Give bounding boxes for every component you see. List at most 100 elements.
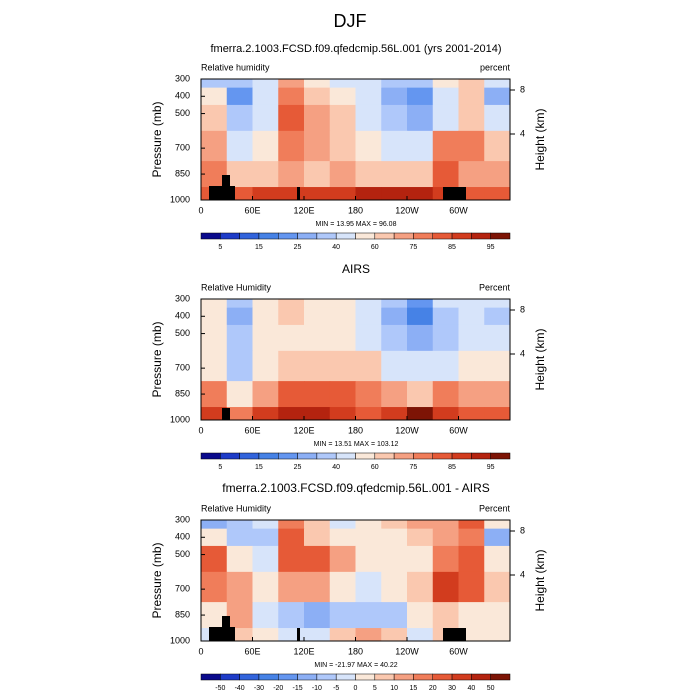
y-tick-label: 400 [175, 91, 190, 101]
field-cell [355, 381, 382, 408]
y-axis-label: Pressure (mb) [150, 321, 164, 397]
y-tick-label: 500 [175, 549, 190, 559]
colorbar-label: 40 [467, 685, 475, 692]
field-cell [201, 87, 228, 106]
field-cell [329, 381, 356, 408]
colorbar-label: -10 [312, 685, 322, 692]
field-cell [278, 187, 305, 201]
field-cell [432, 528, 459, 547]
colorbar-label: -50 [215, 685, 225, 692]
field-cell [252, 602, 279, 629]
field-cell [407, 571, 434, 603]
colorbar-box [335, 232, 356, 240]
colorbar-box [355, 452, 376, 460]
x-tick-label: 0 [198, 205, 203, 215]
colorbar-box [393, 452, 414, 460]
field-cell [432, 104, 459, 132]
x-tick-label: 60E [244, 425, 260, 435]
field-cell [381, 350, 408, 382]
field-cell [304, 602, 331, 629]
y-tick-label: 700 [175, 143, 190, 153]
y-tick-label: 300 [175, 514, 190, 524]
figure-title: DJF [334, 11, 367, 31]
field-cell [381, 407, 408, 421]
field-cell [484, 407, 511, 421]
y2-tick-label: 4 [520, 569, 525, 579]
field-cell [304, 307, 331, 326]
terrain [209, 175, 466, 200]
field-cell [484, 545, 511, 573]
field-cell [329, 571, 356, 603]
field-cell [432, 307, 459, 326]
colorbar-box [239, 452, 260, 460]
field-cell [304, 130, 331, 162]
field-cell [304, 79, 331, 89]
x-tick-label: 0 [198, 425, 203, 435]
field-cell [252, 407, 279, 421]
field-cell [458, 350, 485, 382]
field-cell [381, 324, 408, 352]
colorbar-box [297, 673, 318, 681]
y-tick-label: 500 [175, 108, 190, 118]
y-tick-label: 400 [175, 532, 190, 542]
field-cell [458, 520, 485, 530]
panel-title: AIRS [342, 262, 370, 276]
field-cell [226, 545, 253, 573]
field-cell [304, 520, 331, 530]
field-cell [407, 324, 434, 352]
colorbar-label: 10 [390, 685, 398, 692]
y-tick-label: 1000 [170, 414, 190, 424]
field-cell [355, 307, 382, 326]
colorbar-box [471, 232, 491, 240]
y2-axis-label: Height (km) [533, 549, 547, 611]
field-cell [278, 545, 305, 573]
field-cell [484, 628, 511, 642]
field-cell [226, 407, 253, 421]
field-cell [484, 307, 511, 326]
field-cell [329, 350, 356, 382]
field-cell [329, 161, 356, 188]
field-cell [252, 350, 279, 382]
colorbar-box [451, 673, 472, 681]
field-cell [458, 545, 485, 573]
colorbar-label: -40 [235, 685, 245, 692]
field-cell [226, 130, 253, 162]
y-tick-label: 500 [175, 328, 190, 338]
y-axis-label: Pressure (mb) [150, 101, 164, 177]
colorbar-box [239, 673, 260, 681]
colorbar-label: 30 [448, 685, 456, 692]
field-cell [201, 324, 228, 352]
colorbar-label: 5 [218, 244, 222, 251]
field-cell [458, 602, 485, 629]
field-cell [484, 161, 511, 188]
y-tick-label: 1000 [170, 194, 190, 204]
field-cell [484, 602, 511, 629]
field-cell [484, 381, 511, 408]
field-cell [252, 571, 279, 603]
field-cell [252, 545, 279, 573]
field-cell [407, 299, 434, 309]
colorbar-box [393, 673, 414, 681]
field-cell [252, 324, 279, 352]
field-cell [484, 571, 511, 603]
field-cell [381, 307, 408, 326]
colorbar-box [220, 452, 240, 460]
field-cell [278, 520, 305, 530]
x-tick-label: 120W [395, 425, 419, 435]
x-tick-label: 60W [449, 425, 468, 435]
field-cell [484, 299, 511, 309]
y-tick-label: 1000 [170, 635, 190, 645]
colorbar-label: 95 [487, 244, 495, 251]
field-cell [355, 407, 382, 421]
field-cell [381, 130, 408, 162]
colorbar-box [374, 232, 395, 240]
y2-tick-label: 8 [520, 525, 525, 535]
field-cell [407, 87, 434, 106]
colorbar-label: 0 [354, 685, 358, 692]
field-cell [278, 628, 305, 642]
colorbar-box [355, 673, 376, 681]
colorbar-box [258, 232, 279, 240]
field-cell [201, 307, 228, 326]
field-cell [381, 602, 408, 629]
